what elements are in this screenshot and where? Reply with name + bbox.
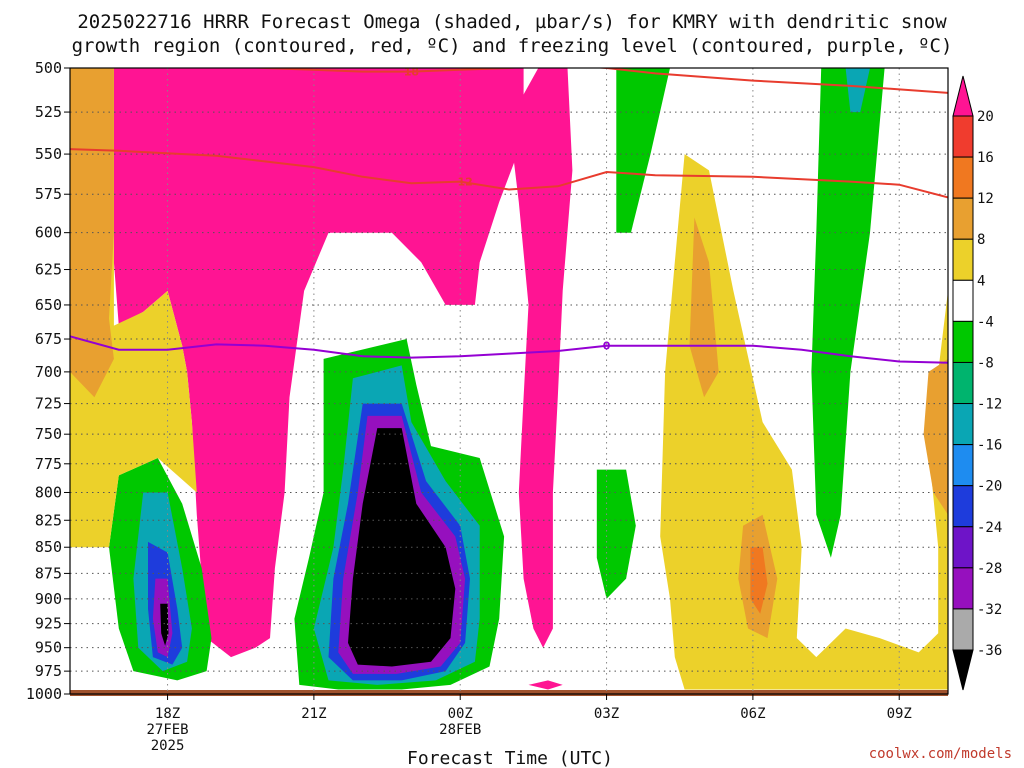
y-tick-label: 525 [35,103,62,121]
chart-title-line1: 2025022716 HRRR Forecast Omega (shaded, … [77,11,947,33]
y-tick-label: 700 [35,363,62,381]
y-tick-label: 1000 [26,685,62,703]
plot-area: 18 12 0 [69,66,949,696]
y-tick-label: 775 [35,455,62,473]
chart-title-line2: growth region (contoured, red, ºC) and f… [72,35,953,57]
colorbar-box [952,526,974,569]
x-tick-label: 03Z [594,706,619,722]
colorbar-label: 4 [977,273,985,289]
colorbar-box [952,403,974,446]
colorbar-label: -20 [977,479,1002,495]
colorbar-box [952,238,974,281]
colorbar-box [952,156,974,199]
credit-link[interactable]: coolwx.com/models [869,746,1012,762]
grid [70,68,948,694]
y-tick-label: 550 [35,145,62,163]
x-tick-label: 18Z [155,706,180,722]
colorbar-label: -16 [977,438,1002,454]
colorbar-label: -28 [977,561,1002,577]
x-tick-label: 27FEB [146,722,188,738]
colorbar: 20 16 12 8 4 -4 -8 -12 -16 -20 -24 -28 -32 -36 [952,75,1002,691]
omega-shading [70,68,948,690]
colorbar-label: 12 [977,191,994,207]
x-tick-label: 21Z [301,706,326,722]
plot-frame [69,67,949,695]
y-tick-label: 950 [35,639,62,657]
freezing-level-contour [70,335,948,364]
surface-band-layer [70,690,948,696]
omega-region-13 [616,68,670,233]
colorbar-box [952,320,974,363]
omega-region-18 [689,217,719,398]
y-axis: 500 525 550 575 600 625 650 675 700 725 750 775 800 8… [26,59,70,703]
x-tick-label: 28FEB [439,722,481,738]
colorbar-box [952,444,974,487]
colorbar-box [952,361,974,405]
colorbar-label: -12 [977,397,1002,413]
y-tick-label: 900 [35,590,62,608]
x-tick-label: 2025 [151,738,185,754]
omega-region-1 [509,68,573,648]
y-tick-label: 575 [35,185,62,203]
colorbar-box [952,485,974,528]
colorbar-bottom-arrow [952,649,974,691]
omega-region-21 [923,358,948,515]
omega-region-15 [811,68,885,558]
colorbar-box [952,608,974,651]
y-tick-label: 500 [35,59,62,77]
colorbar-label: -8 [977,355,994,371]
colorbar-label: -24 [977,520,1002,536]
x-tick-label: 00Z [448,706,473,722]
x-tick-label: 06Z [740,706,765,722]
colorbar-label: -4 [977,314,994,330]
omega-region-12 [348,428,456,667]
dgz-contour-0 [247,68,948,94]
contour-layer: 18 12 0 [70,66,948,364]
y-tick-label: 800 [35,483,62,501]
y-tick-label: 925 [35,615,62,633]
omega-region-7 [160,603,169,646]
x-tick-label: 09Z [887,706,912,722]
y-tick-label: 625 [35,261,62,279]
colorbar-box [952,197,974,240]
omega-region-2 [528,680,563,690]
y-tick-label: 875 [35,564,62,582]
y-tick-label: 850 [35,538,62,556]
y-tick-label: 600 [35,224,62,242]
colorbar-box [952,279,974,322]
colorbar-label: -32 [977,602,1002,618]
colorbar-label: 20 [977,109,994,125]
dgz-contour-0-label: 18 [404,66,419,79]
y-tick-label: 675 [35,330,62,348]
omega-region-20 [750,547,768,614]
colorbar-label: 8 [977,232,985,248]
y-tick-label: 725 [35,395,62,413]
dgz-contour-1 [70,148,948,199]
omega-region-17 [660,154,948,690]
x-axis-label: Forecast Time (UTC) [407,748,613,768]
y-tick-label: 650 [35,296,62,314]
y-tick-label: 750 [35,425,62,443]
freezing-level-contour-label: 0 [603,340,611,353]
y-tick-label: 825 [35,511,62,529]
colorbar-box [952,567,974,610]
colorbar-label: -36 [977,643,1002,659]
colorbar-label: 16 [977,150,994,166]
omega-region-14 [596,469,636,599]
dgz-contour-1-label: 12 [457,176,472,189]
colorbar-box [952,115,974,158]
y-tick-label: 975 [35,662,62,680]
surface-band [70,690,948,696]
omega-region-0 [113,68,524,658]
omega-region-16 [845,68,870,113]
colorbar-top-arrow [952,75,974,117]
